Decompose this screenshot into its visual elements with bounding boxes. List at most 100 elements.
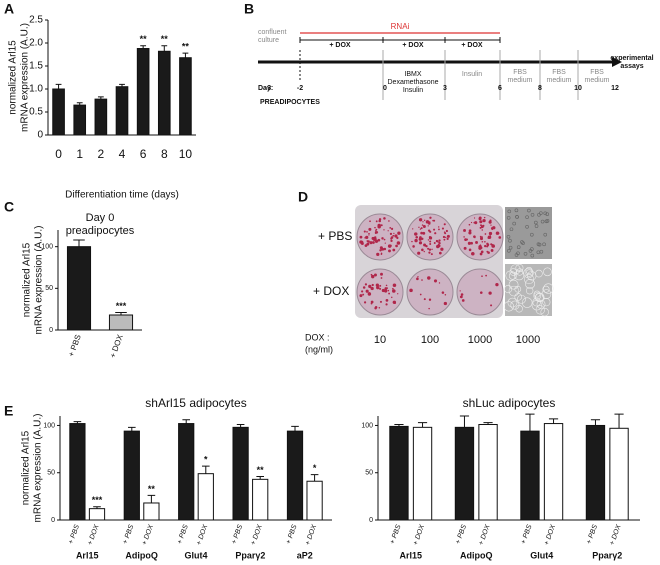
cell [504, 285, 513, 294]
bar [69, 423, 86, 521]
cell [544, 219, 549, 224]
significance: ** [140, 34, 148, 44]
x-tick-label: Pparγ2 [235, 550, 265, 560]
stain [374, 305, 378, 309]
significance: *** [92, 495, 103, 505]
stain [390, 227, 394, 231]
panel-label: C [4, 199, 14, 215]
cell [507, 248, 511, 253]
stain [396, 236, 399, 240]
panel-label: B [244, 1, 254, 17]
stain [397, 293, 399, 295]
stain [389, 232, 393, 235]
cell [509, 227, 514, 232]
bar [66, 246, 92, 331]
x-axis-label: Differentiation time (days) [65, 190, 179, 201]
fbs: medium [585, 77, 610, 84]
stain [432, 219, 434, 222]
stain [427, 276, 431, 280]
cell [543, 267, 552, 277]
micrograph [505, 207, 552, 259]
stain [375, 220, 378, 223]
stain [480, 224, 482, 227]
chart-title: shArl15 adipocytes [145, 396, 246, 410]
bar [136, 48, 150, 136]
error-bar [459, 415, 470, 428]
error-bar [115, 312, 127, 315]
stain [383, 238, 386, 241]
error-bar [73, 421, 82, 424]
bar [94, 98, 108, 136]
stain [473, 217, 476, 219]
chart-title: Day 0 [86, 212, 115, 224]
stain [429, 240, 432, 243]
cell [521, 297, 533, 308]
stain [463, 236, 465, 238]
stain [463, 229, 466, 232]
bar [157, 50, 171, 136]
cell [523, 268, 534, 279]
cell [530, 253, 535, 258]
stain [365, 289, 369, 293]
cell [514, 293, 522, 301]
error-bar [182, 419, 191, 424]
stain [371, 274, 375, 279]
stain [479, 252, 483, 256]
stain [390, 239, 393, 243]
stain [380, 272, 383, 276]
bar-label: + PBS [68, 524, 82, 546]
stain [490, 224, 492, 226]
stain [383, 229, 385, 231]
cell [516, 245, 521, 250]
cell [516, 268, 524, 276]
stain [377, 223, 381, 228]
stain [367, 240, 370, 243]
stain [430, 253, 433, 256]
dose: 10 [374, 334, 386, 346]
dose: 100 [421, 334, 439, 346]
cell [512, 221, 516, 226]
stain [381, 288, 385, 293]
stain [412, 228, 414, 230]
stain [370, 302, 373, 305]
stain [497, 232, 500, 235]
cell [533, 292, 542, 300]
stain [420, 227, 423, 230]
cell [543, 283, 554, 294]
stain [470, 241, 473, 245]
bar [88, 508, 106, 521]
cell [533, 290, 541, 298]
stain [427, 239, 430, 241]
y-axis-label: mRNA expression (A.U.) [34, 226, 45, 335]
well [456, 268, 504, 316]
bar-label: + DOX [609, 524, 623, 547]
stain [428, 248, 432, 251]
stain [377, 238, 381, 242]
stain [369, 220, 371, 223]
stain [418, 218, 423, 222]
error-bar [525, 413, 535, 432]
stain [437, 240, 439, 243]
error-bar [256, 476, 264, 480]
stain [380, 224, 383, 227]
stain [433, 242, 436, 245]
stain [439, 251, 442, 255]
stain [391, 296, 393, 299]
bar-label: + DOX [412, 524, 426, 547]
cell [503, 301, 514, 312]
stain [428, 235, 432, 239]
stain [421, 224, 424, 226]
stain [379, 249, 382, 252]
fbs: medium [508, 77, 533, 84]
stain [483, 216, 486, 219]
stain [468, 231, 472, 235]
fbs: FBS [590, 69, 604, 76]
cell [525, 215, 529, 219]
error-bar [76, 102, 83, 106]
x-tick-label: 2 [98, 147, 105, 161]
y-axis-label: mRNA expression (A.U.) [20, 23, 31, 132]
cell [525, 286, 534, 295]
stain [366, 231, 368, 233]
cell [526, 271, 537, 281]
bar [143, 502, 160, 521]
